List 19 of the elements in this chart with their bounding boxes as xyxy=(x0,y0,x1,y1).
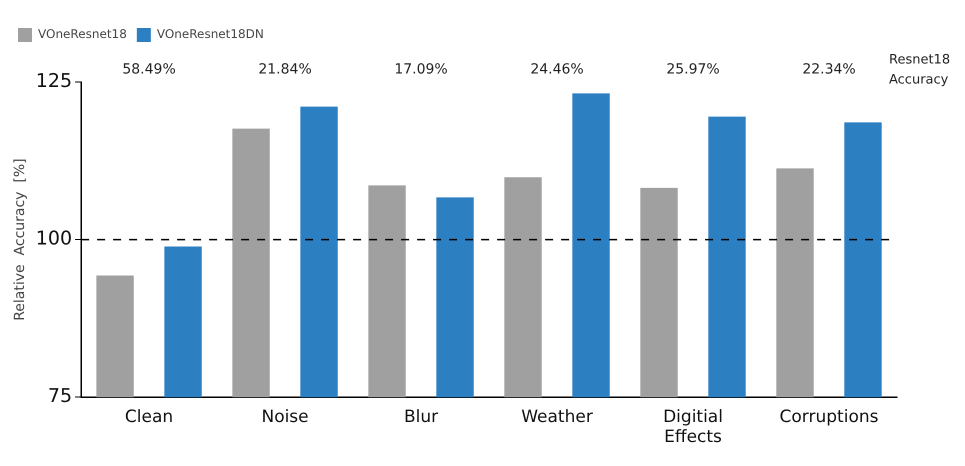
text: 17.09% xyxy=(394,62,448,78)
x-tick-label: Blur xyxy=(404,406,438,427)
y-axis-title: Relative Accuracy [%] xyxy=(12,158,28,321)
y-tick-label: 125 xyxy=(36,70,72,92)
x-tick-label: Noise xyxy=(261,406,309,427)
x-tick-label: Corruptions xyxy=(780,406,879,427)
y-tick-label: 100 xyxy=(36,228,72,250)
text: 24.46% xyxy=(530,62,584,78)
text: 58.49% xyxy=(122,62,176,78)
x-tick-label: Clean xyxy=(124,406,174,427)
legend-label: VOneResnet18 xyxy=(38,27,127,42)
annotation: Resnet18 Accuracy xyxy=(889,52,950,88)
y-tick-label: 75 xyxy=(48,385,72,408)
x-tick-label: Digitial Effects xyxy=(663,406,723,448)
text: 22.34% xyxy=(802,62,856,78)
x-tick-label: Weather xyxy=(521,406,593,427)
text: 21.84% xyxy=(258,62,312,78)
text: 25.97% xyxy=(666,62,720,78)
legend-label: VOneResnet18DN xyxy=(156,27,264,42)
